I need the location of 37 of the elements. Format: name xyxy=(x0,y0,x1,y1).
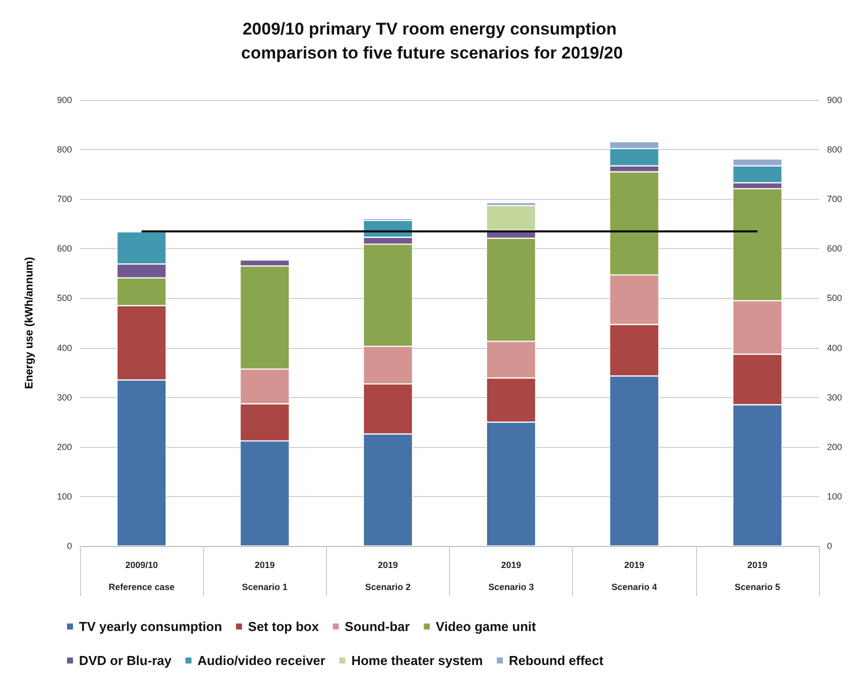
category-label: 2019 Scenario 5 xyxy=(734,560,780,592)
y-tick-label: 600 xyxy=(56,244,72,254)
y-tick-label: 700 xyxy=(56,194,72,204)
y2-tick-label: 100 xyxy=(827,491,842,502)
legend-label: Home theater system xyxy=(351,653,483,668)
y-tick-label: 100 xyxy=(56,491,72,502)
y2-tick-label: 300 xyxy=(827,392,842,402)
category-label: 2019 Scenario 1 xyxy=(242,560,288,592)
y2-tick-label: 0 xyxy=(827,541,832,551)
legend-label: TV yearly consumption xyxy=(79,619,222,634)
y-tick-label: 300 xyxy=(56,392,72,402)
y-tick-label: 900 xyxy=(56,95,72,105)
y-tick-label: 800 xyxy=(56,144,72,155)
legend-label: Set top box xyxy=(248,619,320,634)
y2-tick-label: 200 xyxy=(827,442,842,452)
category-label: 2009/10 Reference case xyxy=(108,560,175,592)
legend-label: Rebound effect xyxy=(508,653,604,668)
y-axis-title: Energy use (kWh/annum) xyxy=(24,256,36,390)
legend-label: Video game unit xyxy=(436,619,537,634)
category-label: 2019 Scenario 4 xyxy=(611,560,658,592)
chart-title: 2009/10 primary TV room energy consumption comparison to five future scenarios for 2019/20 xyxy=(241,20,623,62)
y2-tick-label: 600 xyxy=(827,244,842,254)
y2-tick-label: 700 xyxy=(827,194,842,204)
y-tick-label: 0 xyxy=(66,541,72,551)
y2-tick-label: 500 xyxy=(827,293,842,304)
y-tick-label: 200 xyxy=(56,442,72,452)
y2-tick-label: 800 xyxy=(827,144,842,155)
y-tick-label: 400 xyxy=(56,342,72,353)
y2-tick-label: 400 xyxy=(827,342,842,353)
y2-tick-label: 900 xyxy=(827,95,842,105)
category-label: 2019 Scenario 3 xyxy=(488,560,534,592)
bar xyxy=(486,206,536,230)
legend-label: Audio/video receiver xyxy=(197,653,326,668)
category-label: 2019 Scenario 2 xyxy=(365,560,411,592)
legend-label: DVD or Blu-ray xyxy=(79,653,172,668)
legend-label: Sound-bar xyxy=(344,619,410,634)
y-tick-label: 500 xyxy=(56,293,72,304)
